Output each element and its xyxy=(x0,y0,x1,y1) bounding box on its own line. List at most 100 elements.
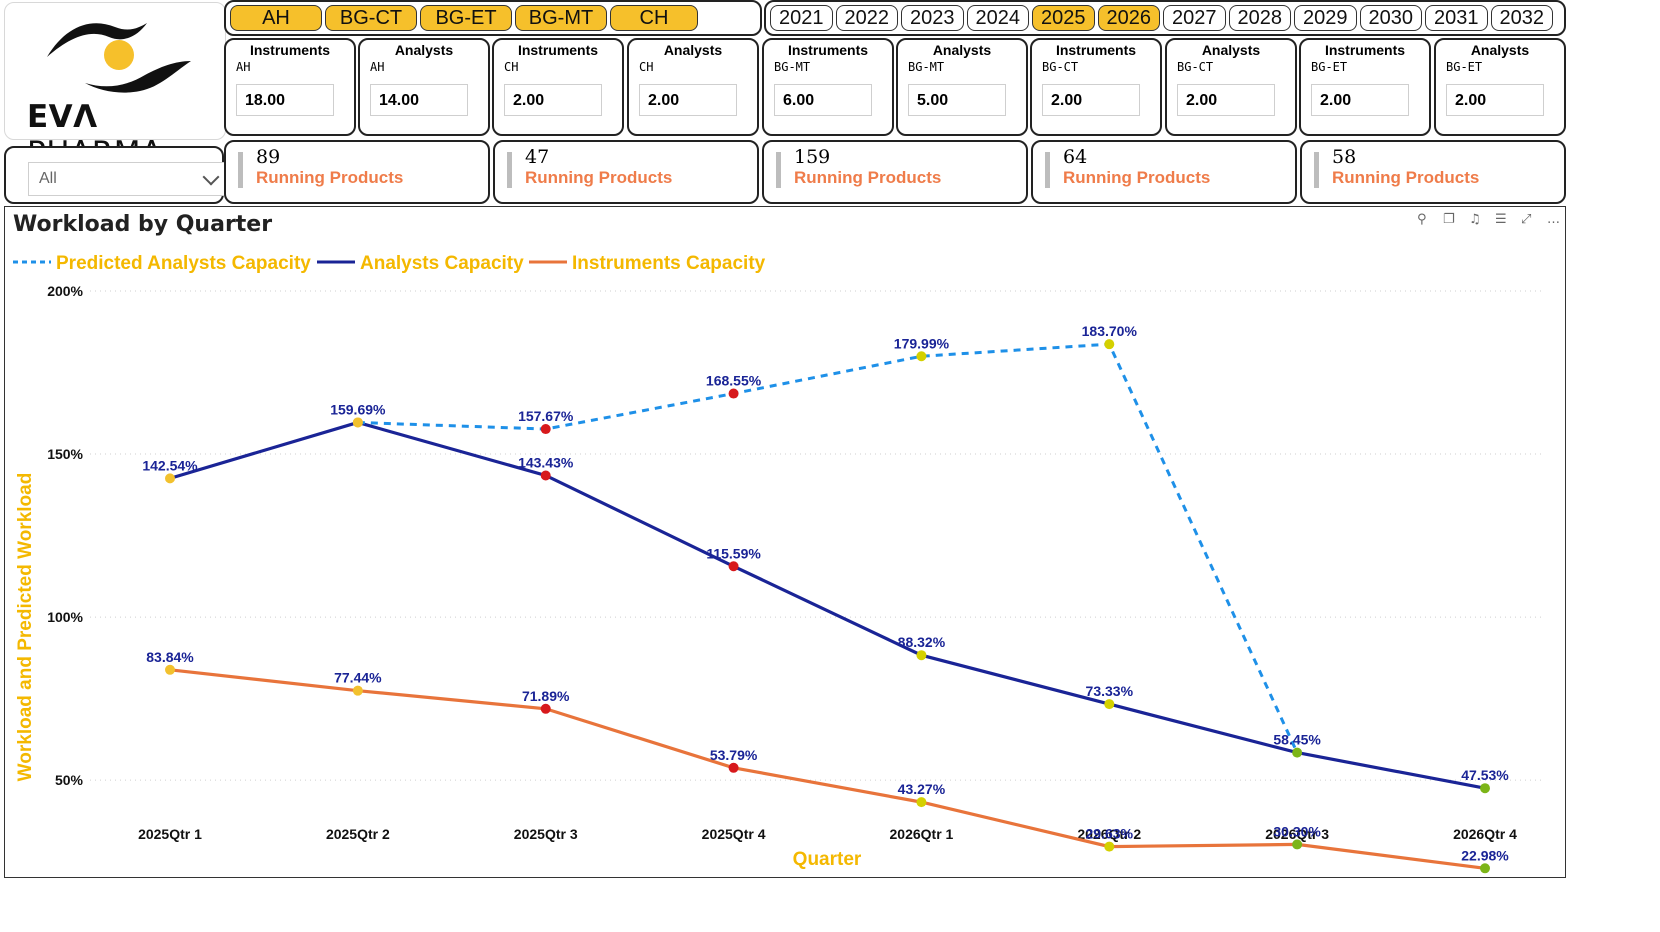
kpi-card-analysts-bg-et: Analysts BG-ET 2.00 xyxy=(1434,38,1566,136)
data-point[interactable] xyxy=(916,650,927,661)
data-point[interactable] xyxy=(540,424,551,435)
x-tick-label: 2025Qtr 3 xyxy=(514,826,578,842)
data-point[interactable] xyxy=(1104,841,1115,852)
data-point[interactable] xyxy=(1480,863,1490,874)
kpi-title: Instruments xyxy=(1324,42,1406,58)
kpi-card-instruments-bg-mt: Instruments BG-MT 6.00 xyxy=(762,38,894,136)
data-point[interactable] xyxy=(1292,747,1303,758)
category-chip-ah[interactable]: AH xyxy=(230,5,322,31)
kpi-subtitle: AH xyxy=(236,60,251,74)
year-chip-2032[interactable]: 2032 xyxy=(1490,5,1553,31)
card-accent-bar xyxy=(1314,152,1319,188)
running-products-card: 89 Running Products xyxy=(224,140,490,204)
eva-logo-icon xyxy=(47,23,191,93)
running-products-label: Running Products xyxy=(1063,168,1211,187)
data-point[interactable] xyxy=(1480,783,1490,794)
data-point[interactable] xyxy=(728,388,739,399)
x-tick-label: 2026Qtr 3 xyxy=(1265,826,1329,842)
data-point[interactable] xyxy=(165,473,175,484)
data-point[interactable] xyxy=(540,703,551,714)
card-accent-bar xyxy=(776,152,781,188)
kpi-title: Analysts xyxy=(1470,42,1530,58)
bell-icon[interactable]: ♫ xyxy=(1469,212,1481,227)
running-products-count: 47 xyxy=(525,146,550,168)
kpi-value: 2.00 xyxy=(504,84,602,116)
x-tick-label: 2026Qtr 4 xyxy=(1453,826,1517,842)
data-label: 142.54% xyxy=(142,457,198,473)
year-chip-2025[interactable]: 2025 xyxy=(1032,5,1095,31)
y-tick-label: 50% xyxy=(55,772,84,788)
legend-label: Instruments Capacity xyxy=(572,253,766,274)
year-chip-2027[interactable]: 2027 xyxy=(1163,5,1226,31)
legend-item-1[interactable]: Analysts Capacity xyxy=(317,253,524,274)
running-products-count: 64 xyxy=(1063,146,1088,168)
year-chip-2028[interactable]: 2028 xyxy=(1228,5,1291,31)
data-point[interactable] xyxy=(165,664,175,675)
year-chip-2024[interactable]: 2024 xyxy=(966,5,1029,31)
data-point[interactable] xyxy=(916,351,927,362)
data-point[interactable] xyxy=(728,762,739,773)
category-chip-bg-et[interactable]: BG-ET xyxy=(420,5,512,31)
kpi-title: Analysts xyxy=(663,42,723,58)
kpi-title: Instruments xyxy=(1055,42,1137,58)
y-tick-label: 200% xyxy=(47,283,83,299)
data-point[interactable] xyxy=(1292,839,1303,850)
x-tick-label: 2026Qtr 1 xyxy=(890,826,954,842)
year-chip-2030[interactable]: 2030 xyxy=(1359,5,1422,31)
filter-selected-value: All xyxy=(39,170,57,187)
kpi-title: Analysts xyxy=(394,42,454,58)
expand-icon[interactable]: ⤢ xyxy=(1521,212,1531,227)
data-point[interactable] xyxy=(1104,699,1115,710)
legend-label: Analysts Capacity xyxy=(360,253,524,274)
workload-line-chart: Workload by Quarter ⚲ ❐ ♫ ☰ ⤢ … Predicted Analy… xyxy=(13,212,1560,874)
kpi-subtitle: BG-MT xyxy=(908,60,945,74)
running-products-count: 89 xyxy=(256,146,281,168)
data-point[interactable] xyxy=(540,470,551,481)
more-icon[interactable]: … xyxy=(1547,212,1560,227)
running-products-label: Running Products xyxy=(256,168,404,187)
data-point[interactable] xyxy=(352,417,363,428)
kpi-value: 2.00 xyxy=(1177,84,1275,116)
year-slicer: 2021 2022 2023 2024 2025 2026 2027 2028 2029 2030… xyxy=(764,0,1566,36)
kpi-card-analysts-ch: Analysts CH 2.00 xyxy=(627,38,759,136)
data-point[interactable] xyxy=(1104,339,1115,350)
pin-icon[interactable]: ⚲ xyxy=(1417,212,1427,227)
category-chip-ch[interactable]: CH xyxy=(610,5,698,31)
year-chip-2021[interactable]: 2021 xyxy=(770,5,833,31)
copy-icon[interactable]: ❐ xyxy=(1443,212,1455,227)
kpi-value: 5.00 xyxy=(908,84,1006,116)
running-products-label: Running Products xyxy=(1332,168,1480,187)
kpi-subtitle: BG-CT xyxy=(1042,60,1079,74)
data-point[interactable] xyxy=(916,797,927,808)
kpi-card-instruments-ah: Instruments AH 18.00 xyxy=(224,38,356,136)
year-chip-2026[interactable]: 2026 xyxy=(1097,5,1160,31)
kpi-value: 2.00 xyxy=(1042,84,1140,116)
kpi-subtitle: AH xyxy=(370,60,385,74)
category-chip-bg-ct[interactable]: BG-CT xyxy=(325,5,417,31)
running-products-card: 47 Running Products xyxy=(493,140,759,204)
data-label: 168.55% xyxy=(706,373,762,389)
data-label: 88.32% xyxy=(898,634,946,650)
year-chip-2022[interactable]: 2022 xyxy=(835,5,898,31)
year-chip-2029[interactable]: 2029 xyxy=(1294,5,1357,31)
year-chip-2031[interactable]: 2031 xyxy=(1425,5,1488,31)
data-point[interactable] xyxy=(728,561,739,572)
card-accent-bar xyxy=(238,152,243,188)
category-chip-bg-mt[interactable]: BG-MT xyxy=(515,5,607,31)
year-chip-2023[interactable]: 2023 xyxy=(901,5,964,31)
kpi-subtitle: BG-ET xyxy=(1446,60,1483,74)
running-products-card: 64 Running Products xyxy=(1031,140,1297,204)
filter-icon[interactable]: ☰ xyxy=(1495,212,1507,227)
data-label: 71.89% xyxy=(522,688,570,704)
data-point[interactable] xyxy=(352,685,363,696)
data-label: 22.98% xyxy=(1461,847,1509,863)
filter-dropdown[interactable]: All xyxy=(28,162,228,196)
x-tick-label: 2026Qtr 2 xyxy=(1077,826,1141,842)
y-axis-title: Workload and Predicted Workload xyxy=(15,473,36,782)
data-label: 159.69% xyxy=(330,401,386,417)
chevron-down-icon xyxy=(202,168,220,186)
legend-item-2[interactable]: Instruments Capacity xyxy=(529,253,766,274)
kpi-title: Instruments xyxy=(249,42,331,58)
kpi-title: Instruments xyxy=(787,42,869,58)
legend-item-0[interactable]: Predicted Analysts Capacity xyxy=(13,253,311,274)
